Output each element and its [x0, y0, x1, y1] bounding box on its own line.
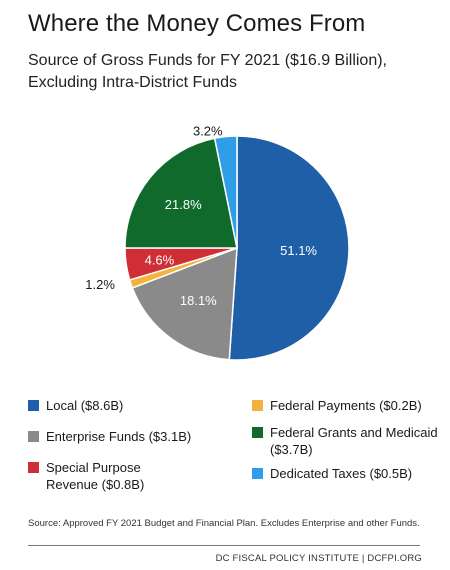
- pie-label-4: 21.8%: [165, 197, 202, 212]
- legend-swatch-local: [28, 400, 39, 411]
- legend-label-dedicated-taxes: Dedicated Taxes ($0.5B): [270, 466, 413, 481]
- pie-chart: 51.1% 18.1% 1.2% 4.6% 21.8% 3.2%: [85, 124, 350, 361]
- legend-label-federal-payments: Federal Payments ($0.2B): [270, 398, 422, 413]
- pie-label-0: 51.1%: [280, 243, 317, 258]
- legend-swatch-federal-payments: [252, 400, 263, 411]
- legend-swatch-enterprise: [28, 431, 39, 442]
- legend-swatch-special-purpose: [28, 462, 39, 473]
- pie-label-2: 1.2%: [85, 277, 115, 292]
- footer-divider: [28, 545, 420, 546]
- legend-swatch-dedicated-taxes: [252, 468, 263, 479]
- legend-label-enterprise: Enterprise Funds ($3.1B): [46, 429, 192, 444]
- legend-label-federal-grants-line2: ($3.7B): [270, 442, 313, 457]
- pie-slice-0: [228, 135, 350, 361]
- pie-label-5: 3.2%: [193, 124, 223, 139]
- pie-label-1: 18.1%: [180, 293, 217, 308]
- legend-label-federal-grants-line1: Federal Grants and Medicaid: [270, 425, 438, 440]
- pie-slice-5: [213, 135, 238, 249]
- source-note: Source: Approved FY 2021 Budget and Fina…: [28, 518, 420, 529]
- pie-slice-4: [124, 137, 238, 249]
- legend-label-special-purpose-line1: Special Purpose: [46, 460, 141, 475]
- chart-title: Where the Money Comes From: [28, 10, 366, 37]
- chart-subtitle: Source of Gross Funds for FY 2021 ($16.9…: [28, 52, 387, 91]
- pie-label-3: 4.6%: [145, 252, 175, 267]
- pie-slice-1: [131, 246, 238, 361]
- legend-swatch-federal-grants: [252, 427, 263, 438]
- footer-credit: DC FISCAL POLICY INSTITUTE | DCFPI.ORG: [215, 553, 422, 564]
- legend-label-local: Local ($8.6B): [46, 398, 124, 413]
- legend-label-special-purpose-line2: Revenue ($0.8B): [46, 477, 145, 492]
